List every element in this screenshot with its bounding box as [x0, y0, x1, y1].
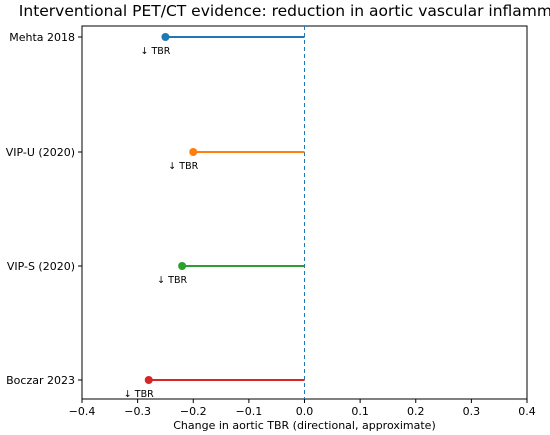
x-axis-label: Change in aortic TBR (directional, appro…	[173, 419, 436, 432]
chart-title: Interventional PET/CT evidence: reductio…	[19, 2, 550, 20]
tbr-annotation: ↓ TBR	[140, 46, 170, 57]
x-tick-label: −0.1	[236, 405, 263, 418]
tbr-annotation: ↓ TBR	[168, 161, 198, 172]
y-tick-label: VIP-S (2020)	[7, 260, 75, 273]
x-axis: −0.4 −0.3 −0.2 −0.1 0.0 0.1 0.2 0.3 0.4	[69, 399, 536, 418]
x-tick-label: 0.0	[296, 405, 314, 418]
x-tick-label: 0.2	[407, 405, 425, 418]
lollipop-point	[161, 33, 170, 41]
y-tick-label: Boczar 2023	[6, 374, 75, 387]
tbr-annotation: ↓ TBR	[157, 275, 187, 286]
x-tick-label: 0.3	[463, 405, 481, 418]
x-tick-label: 0.1	[351, 405, 369, 418]
y-axis: Mehta 2018 VIP-U (2020) VIP-S (2020) Boczar…	[6, 31, 82, 387]
tbr-annotation: ↓ TBR	[124, 389, 154, 400]
lollipop-point	[144, 376, 153, 384]
x-tick-label: −0.3	[124, 405, 151, 418]
y-tick-label: Mehta 2018	[9, 31, 75, 44]
y-tick-label: VIP-U (2020)	[6, 146, 75, 159]
lollipop-point	[189, 148, 198, 156]
x-tick-label: −0.4	[69, 405, 96, 418]
lollipop-point	[178, 262, 187, 270]
plot-marks: ↓ TBR ↓ TBR ↓ TBR ↓ TBR	[124, 26, 305, 400]
x-tick-label: −0.2	[180, 405, 207, 418]
x-tick-label: 0.4	[518, 405, 536, 418]
